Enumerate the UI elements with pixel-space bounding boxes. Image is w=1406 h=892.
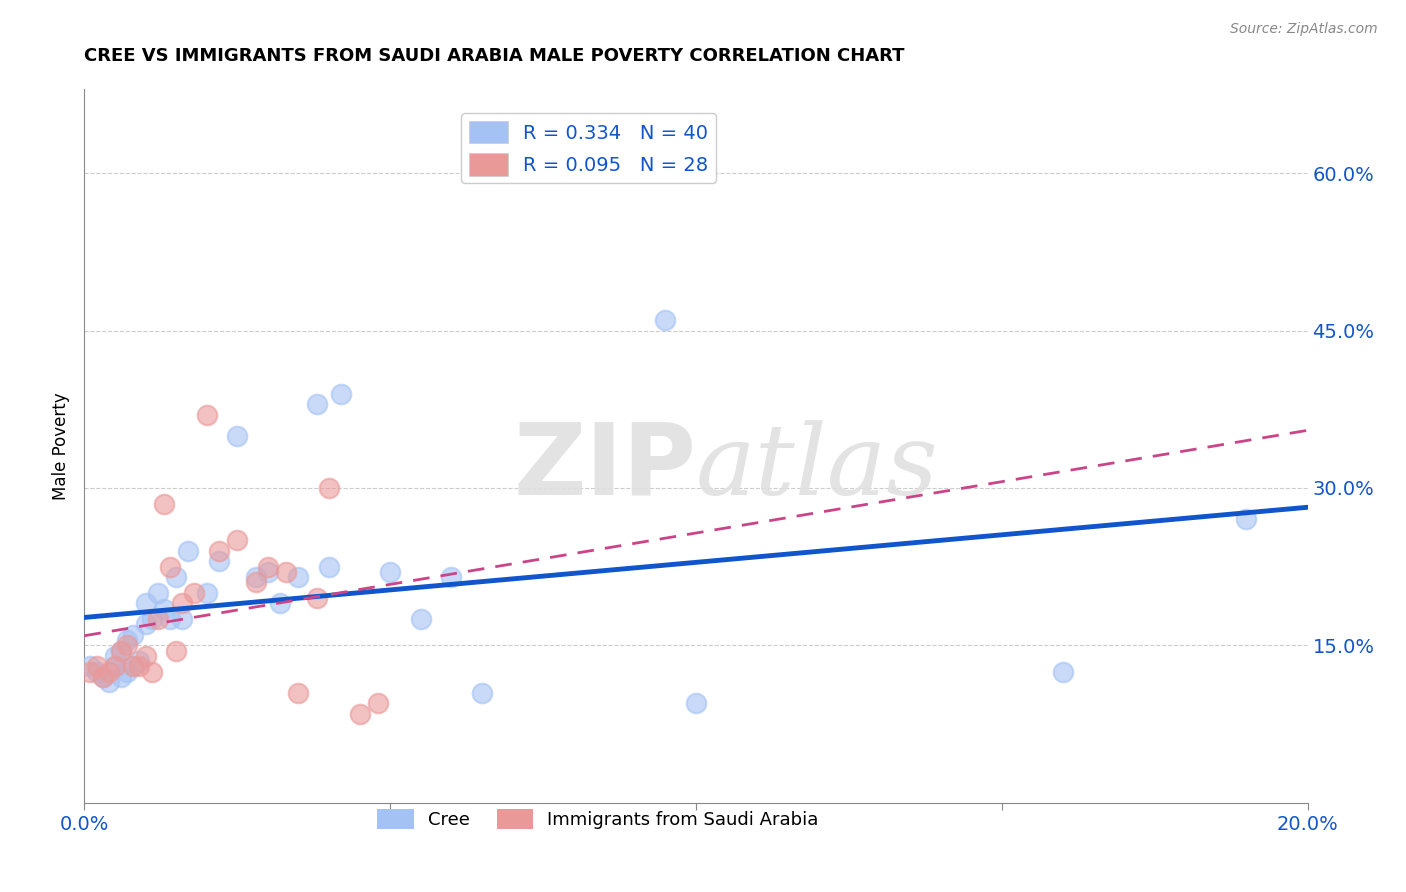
- Point: [79, 665, 101, 679]
- Point: [1052, 665, 1074, 679]
- Point: [257, 565, 280, 579]
- Text: CREE VS IMMIGRANTS FROM SAUDI ARABIA MALE POVERTY CORRELATION CHART: CREE VS IMMIGRANTS FROM SAUDI ARABIA MAL…: [84, 47, 905, 65]
- Point: [153, 497, 176, 511]
- Point: [128, 654, 150, 668]
- Point: [104, 648, 127, 663]
- Point: [141, 665, 163, 679]
- Point: [257, 559, 280, 574]
- Point: [409, 612, 432, 626]
- Point: [122, 659, 145, 673]
- Point: [172, 612, 194, 626]
- Point: [226, 533, 249, 548]
- Point: [165, 643, 187, 657]
- Point: [349, 706, 371, 721]
- Point: [1236, 512, 1258, 526]
- Point: [146, 612, 169, 626]
- Point: [104, 659, 127, 673]
- Point: [172, 596, 194, 610]
- Legend: Cree, Immigrants from Saudi Arabia: Cree, Immigrants from Saudi Arabia: [370, 801, 827, 837]
- Point: [110, 643, 132, 657]
- Point: [115, 665, 138, 679]
- Point: [305, 397, 328, 411]
- Point: [141, 612, 163, 626]
- Point: [159, 559, 181, 574]
- Point: [195, 586, 218, 600]
- Point: [330, 386, 353, 401]
- Point: [245, 575, 267, 590]
- Point: [135, 648, 157, 663]
- Point: [208, 554, 231, 568]
- Point: [654, 313, 676, 327]
- Point: [269, 596, 291, 610]
- Point: [122, 659, 145, 673]
- Point: [110, 643, 132, 657]
- Point: [245, 570, 267, 584]
- Point: [122, 628, 145, 642]
- Point: [97, 665, 120, 679]
- Point: [115, 639, 138, 653]
- Point: [440, 570, 463, 584]
- Point: [135, 596, 157, 610]
- Point: [146, 586, 169, 600]
- Point: [287, 570, 309, 584]
- Point: [367, 696, 389, 710]
- Point: [159, 612, 181, 626]
- Point: [165, 570, 187, 584]
- Point: [318, 481, 340, 495]
- Point: [287, 685, 309, 699]
- Point: [380, 565, 402, 579]
- Point: [86, 665, 108, 679]
- Point: [135, 617, 157, 632]
- Point: [208, 544, 231, 558]
- Point: [86, 659, 108, 673]
- Point: [305, 591, 328, 606]
- Text: atlas: atlas: [696, 420, 939, 515]
- Point: [195, 408, 218, 422]
- Point: [471, 685, 494, 699]
- Point: [91, 670, 114, 684]
- Point: [110, 670, 132, 684]
- Point: [128, 659, 150, 673]
- Point: [177, 544, 200, 558]
- Point: [115, 633, 138, 648]
- Point: [91, 670, 114, 684]
- Point: [183, 586, 205, 600]
- Point: [318, 559, 340, 574]
- Point: [226, 428, 249, 442]
- Y-axis label: Male Poverty: Male Poverty: [52, 392, 70, 500]
- Point: [79, 659, 101, 673]
- Point: [104, 659, 127, 673]
- Text: Source: ZipAtlas.com: Source: ZipAtlas.com: [1230, 22, 1378, 37]
- Point: [685, 696, 707, 710]
- Point: [276, 565, 298, 579]
- Point: [153, 601, 176, 615]
- Point: [97, 675, 120, 690]
- Text: ZIP: ZIP: [513, 419, 696, 516]
